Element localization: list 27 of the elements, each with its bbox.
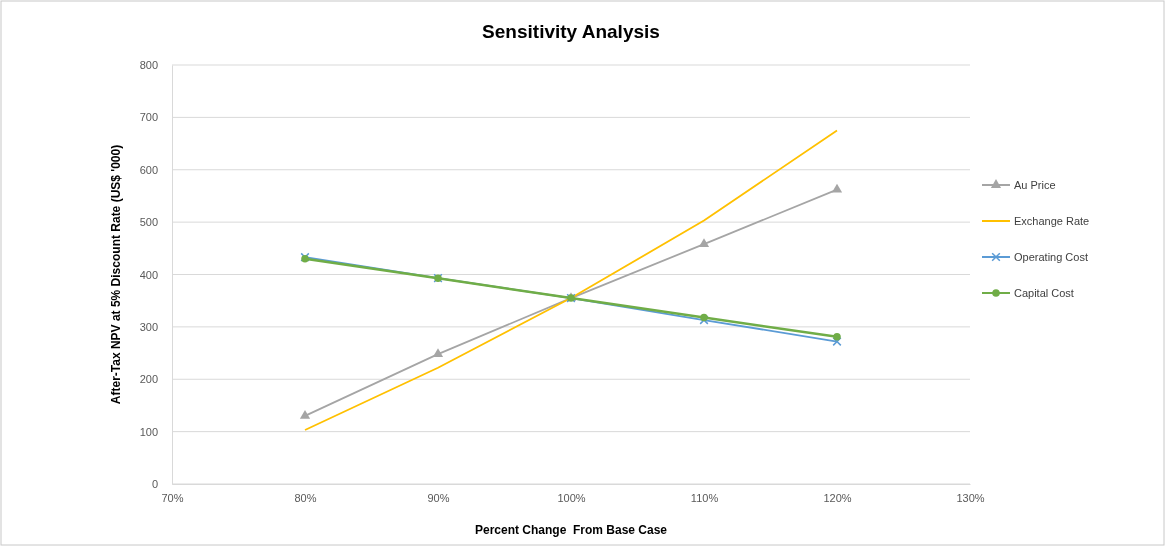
- line-series: [304, 129, 838, 431]
- y-tick-label: 800: [139, 59, 158, 72]
- point: [299, 410, 311, 419]
- y-tick-label: 300: [139, 320, 158, 333]
- legend-label: Capital Cost: [1014, 287, 1074, 299]
- x-tick-label: 70%: [161, 491, 184, 504]
- y-tick-label: 100: [139, 425, 158, 438]
- y-tick-label: 400: [139, 268, 158, 281]
- y-axis-title: After-Tax NPV at 5% Discount Rate (US$ '000): [109, 144, 123, 405]
- x-tick-label: 120%: [823, 491, 852, 504]
- y-tick-label: 500: [139, 216, 158, 229]
- y-tick-label: 200: [139, 373, 158, 386]
- x-tick-label: 100%: [557, 491, 586, 504]
- y-tick-label: 700: [139, 111, 158, 124]
- x-tick-label: 130%: [956, 491, 985, 504]
- x-tick-label: 80%: [294, 491, 317, 504]
- legend-label: Exchange Rate: [1014, 215, 1090, 227]
- y-tick-label: 0: [151, 478, 158, 491]
- x-tick-label: 110%: [690, 491, 719, 504]
- chart-title: Sensitivity Analysis: [482, 21, 660, 42]
- point: [831, 183, 843, 193]
- x-axis-title: Percent Change From Base Case: [474, 523, 668, 537]
- point: [833, 333, 841, 341]
- y-tick-label: 600: [139, 163, 158, 176]
- legend-label: Au Price: [1014, 179, 1056, 191]
- x-tick-label: 90%: [427, 491, 450, 504]
- legend-label: Operating Cost: [1014, 251, 1088, 263]
